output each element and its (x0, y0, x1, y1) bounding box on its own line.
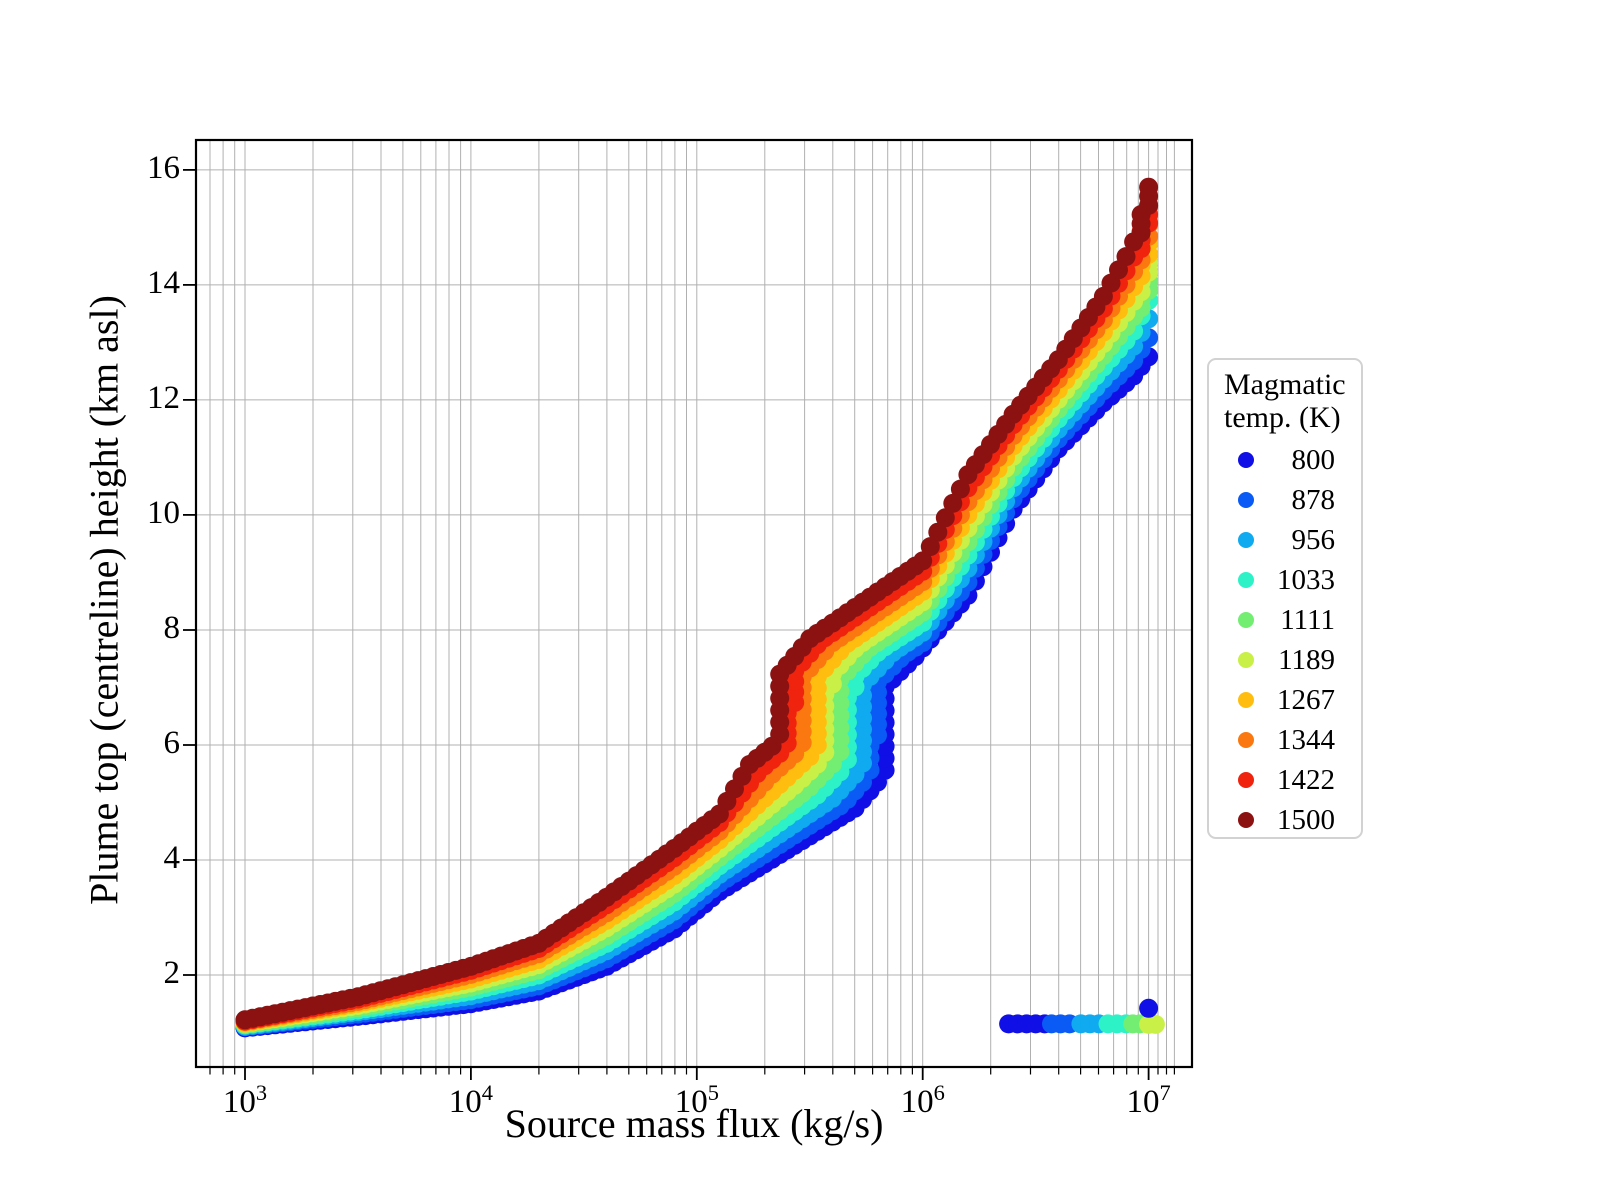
legend-label: 1267 (1277, 683, 1335, 716)
legend-label: 1111 (1280, 603, 1335, 636)
legend-entries: 800 878 956 1033 1111 1189 1267 1344 1422 1500 (1209, 440, 1361, 840)
legend-marker-icon (1238, 732, 1254, 748)
legend-label: 1422 (1277, 763, 1335, 796)
legend-marker-icon (1238, 572, 1254, 588)
x-tick-label: 107 (1126, 1080, 1171, 1120)
legend-title: Magmatic temp. (K) (1209, 360, 1361, 434)
legend-item-800: 800 (1209, 440, 1361, 480)
legend-item-1500: 1500 (1209, 800, 1361, 840)
x-tick-label: 104 (448, 1080, 493, 1120)
legend-label: 1033 (1277, 563, 1335, 596)
legend-marker-icon (1238, 812, 1254, 828)
y-tick-label: 4 (163, 840, 181, 876)
legend-item-1033: 1033 (1209, 560, 1361, 600)
legend-marker-icon (1238, 612, 1254, 628)
y-axis-label: Plume top (centreline) height (km asl) (81, 295, 127, 905)
y-tick-label: 12 (147, 379, 180, 416)
legend-item-1189: 1189 (1209, 640, 1361, 680)
legend-marker-icon (1238, 492, 1254, 508)
legend-title-line2: temp. (K) (1224, 401, 1341, 434)
legend-item-956: 956 (1209, 520, 1361, 560)
legend-marker-icon (1238, 692, 1254, 708)
legend-label: 1344 (1277, 723, 1335, 756)
x-tick-label: 103 (222, 1080, 268, 1120)
x-axis-label: Source mass flux (kg/s) (504, 1101, 884, 1146)
y-tick-label: 10 (147, 494, 180, 531)
legend-item-1111: 1111 (1209, 600, 1361, 640)
plot-border (194, 138, 1194, 1069)
legend-item-878: 878 (1209, 480, 1361, 520)
y-tick-label: 14 (147, 264, 180, 301)
legend-label: 1500 (1277, 803, 1335, 836)
y-tick-label: 8 (163, 610, 181, 646)
legend-label: 878 (1291, 483, 1336, 516)
legend: Magmatic temp. (K) 800 878 956 1033 1111 1189… (1207, 358, 1363, 839)
y-tick-label: 6 (163, 725, 181, 761)
legend-marker-icon (1238, 652, 1254, 668)
legend-label: 956 (1291, 523, 1336, 556)
x-tick-label: 105 (674, 1080, 719, 1120)
legend-marker-icon (1238, 532, 1254, 548)
legend-title-line1: Magmatic (1224, 368, 1346, 401)
legend-item-1422: 1422 (1209, 760, 1361, 800)
x-tick-label: 106 (900, 1080, 945, 1120)
legend-item-1344: 1344 (1209, 720, 1361, 760)
legend-label: 1189 (1278, 643, 1335, 676)
legend-label: 800 (1291, 443, 1336, 476)
y-tick-label: 2 (163, 955, 181, 991)
y-tick-label: 16 (147, 149, 180, 186)
legend-marker-icon (1238, 772, 1254, 788)
series-1500 (235, 177, 1159, 1030)
outlier-point-800 (1139, 998, 1159, 1018)
legend-marker-icon (1238, 452, 1254, 468)
legend-item-1267: 1267 (1209, 680, 1361, 720)
